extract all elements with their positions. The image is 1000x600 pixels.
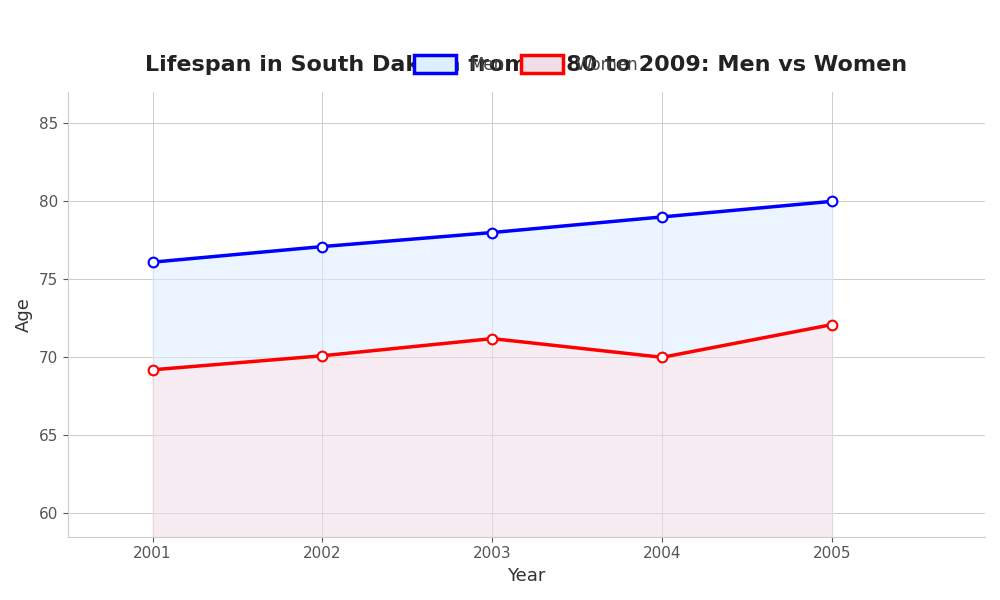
X-axis label: Year: Year — [507, 567, 546, 585]
Title: Lifespan in South Dakota from 1980 to 2009: Men vs Women: Lifespan in South Dakota from 1980 to 20… — [145, 55, 907, 75]
Y-axis label: Age: Age — [15, 297, 33, 332]
Legend: Men, Women: Men, Women — [406, 47, 647, 82]
